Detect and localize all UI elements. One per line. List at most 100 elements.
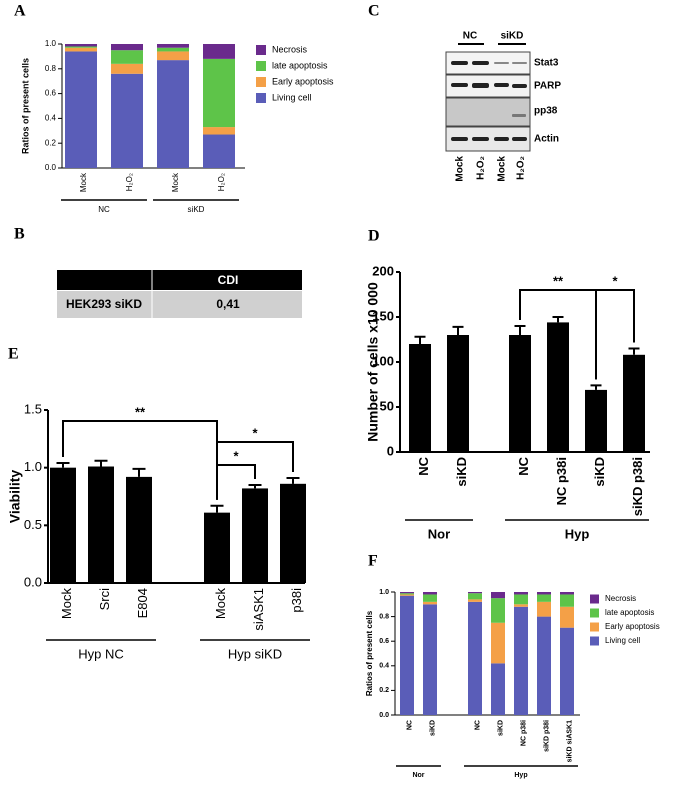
bar (50, 467, 76, 583)
y-tick-label: 0.2 (45, 138, 57, 147)
x-tick-label: p38i (289, 588, 304, 613)
significance-label: ** (135, 404, 146, 419)
error-bar (552, 316, 564, 323)
bar-segment (65, 46, 97, 48)
error-bar (590, 384, 602, 390)
bar-segment (514, 606, 528, 715)
bar-segment (560, 594, 574, 607)
x-tick-label: NC p38i (554, 457, 569, 505)
bar (409, 344, 431, 452)
legend-label: late apoptosis (605, 608, 654, 617)
y-tick-label: 0.8 (379, 613, 389, 620)
y-tick-label: 0.8 (45, 64, 57, 73)
panel-label: E (8, 346, 19, 363)
group-label: siKD (188, 205, 205, 214)
bar-segment (203, 44, 235, 59)
blot-row-label: Actin (534, 134, 559, 145)
legend-swatch (590, 636, 599, 646)
y-tick-label: 0 (387, 443, 394, 458)
y-tick-label: 0.2 (379, 687, 389, 694)
x-tick-label: E804 (135, 588, 150, 618)
x-tick-label: siKD (592, 457, 607, 487)
error-bar (248, 483, 262, 489)
significance-label: * (612, 273, 618, 288)
blot-row-label: Stat3 (534, 58, 559, 69)
bar-segment (111, 73, 143, 168)
bar-segment (157, 44, 189, 48)
y-axis-label: Ratios of present cells (20, 58, 30, 154)
x-tick-label: H₂O₂ (217, 173, 226, 191)
bar (585, 389, 607, 452)
legend-label: Early apoptosis (272, 76, 334, 86)
x-tick-label: Srci (97, 588, 112, 611)
bar-segment (157, 60, 189, 169)
y-tick-label: 0.5 (24, 517, 42, 532)
bar-segment (400, 595, 414, 715)
bar-segment (560, 627, 574, 715)
bar-segment (491, 663, 505, 715)
legend-swatch (590, 594, 599, 604)
panel-label: D (368, 228, 380, 245)
bar-segment (537, 594, 551, 602)
x-tick-label: Mock (79, 172, 88, 192)
group-label: Nor (428, 526, 450, 541)
y-axis-label: Ratios of present cells (365, 610, 374, 696)
y-tick-label: 0.4 (45, 114, 57, 123)
legend-swatch (590, 608, 599, 618)
group-label: Hyp (565, 526, 590, 541)
bar-segment (423, 604, 437, 715)
bar-segment (65, 44, 97, 47)
bar (280, 483, 306, 583)
error-bar (414, 335, 426, 344)
bar (204, 512, 230, 583)
legend-swatch (590, 622, 599, 632)
bar (623, 354, 645, 452)
panel-label: F (368, 553, 378, 570)
significance-label: ** (553, 273, 564, 288)
y-tick-label: 200 (372, 263, 394, 278)
bar (547, 322, 569, 452)
bar-segment (514, 592, 528, 595)
x-tick-label: siKD (429, 720, 436, 736)
x-tick-label: Mock (59, 588, 74, 620)
legend-label: late apoptosis (272, 60, 328, 70)
bar-segment (514, 594, 528, 605)
bar-segment (111, 44, 143, 51)
legend-label: Necrosis (605, 594, 636, 603)
error-bar (94, 459, 108, 467)
bar-segment (468, 592, 482, 594)
bar-segment (468, 593, 482, 600)
x-tick-label: siKD (454, 457, 469, 487)
group-label: Hyp NC (78, 646, 124, 661)
bar-segment (203, 134, 235, 168)
y-tick-label: 0.4 (379, 663, 389, 670)
bar-segment (157, 51, 189, 61)
bar-segment (537, 601, 551, 617)
x-tick-label: NC (406, 720, 413, 730)
legend-label: Living cell (272, 92, 312, 102)
y-tick-label: 0.6 (379, 638, 389, 645)
bar-segment (400, 593, 414, 595)
blot-row-label: PARP (534, 81, 561, 92)
table-row (57, 291, 302, 318)
y-tick-label: 1.5 (24, 401, 42, 416)
bar-segment (468, 601, 482, 715)
bar-segment (203, 127, 235, 135)
y-tick-label: 1.0 (24, 459, 42, 474)
y-tick-label: 0.0 (24, 574, 42, 589)
legend-swatch (256, 45, 266, 55)
error-bar (452, 325, 464, 335)
group-label: Nor (412, 772, 424, 779)
legend-swatch (256, 61, 266, 71)
error-bar (132, 467, 146, 477)
bar-segment (514, 604, 528, 607)
western-blot: NC siKD Stat3 PARP pp38 Actin Mock H₂O₂ … (445, 31, 561, 182)
y-tick-label: 50 (380, 398, 394, 413)
table-header-cell: CDI (218, 273, 239, 287)
x-tick-label: siKD siASK1 (566, 720, 573, 763)
x-tick-label: NC p38i (520, 720, 527, 746)
blot-group: siKD (501, 31, 524, 42)
error-bar (286, 477, 300, 484)
bar-segment (491, 592, 505, 599)
